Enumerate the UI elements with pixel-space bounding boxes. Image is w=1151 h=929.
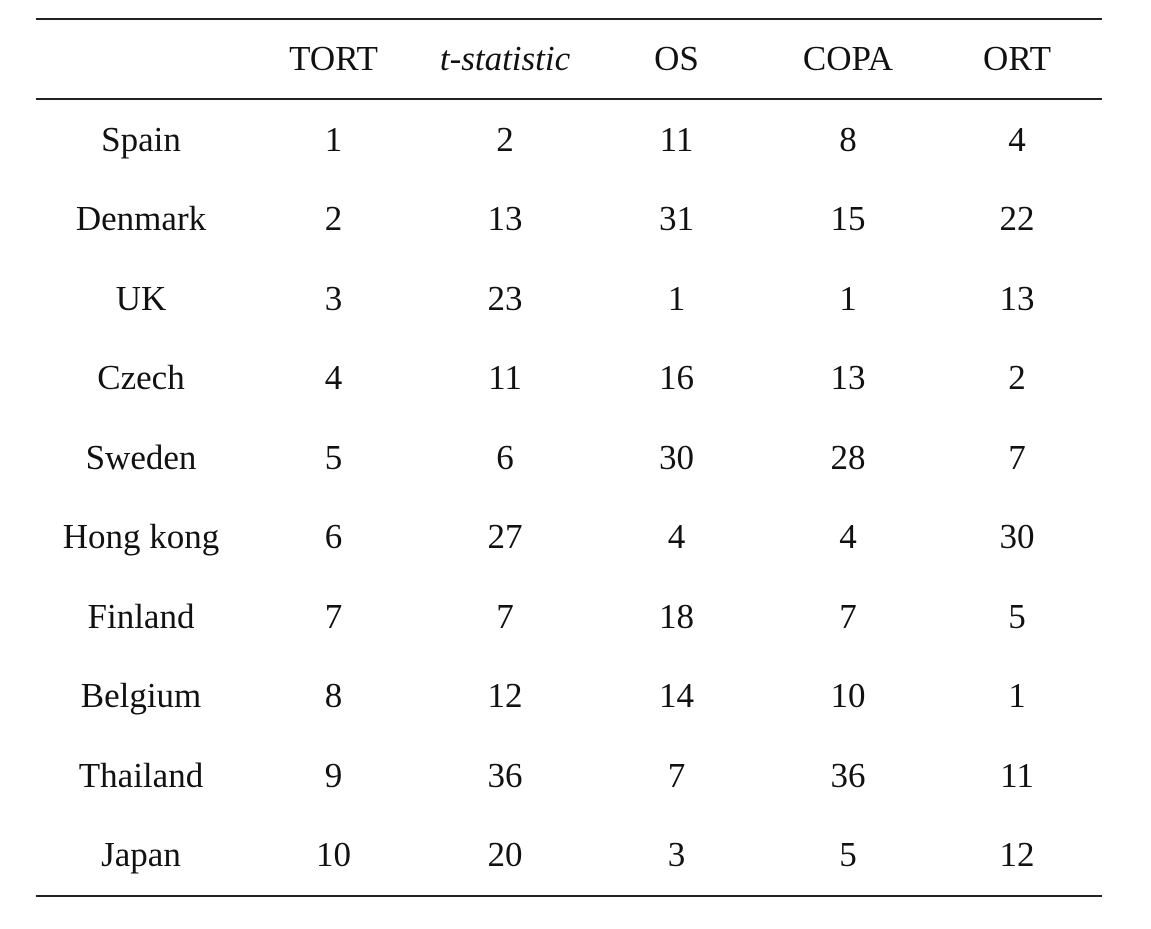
rank-cell: 7 — [1008, 437, 1026, 477]
country-cell: Belgium — [80, 676, 202, 716]
rank-cell: 13 — [830, 358, 866, 398]
rank-cell: 8 — [839, 119, 857, 159]
rank-cell: 12 — [487, 676, 523, 716]
rank-cell: 31 — [659, 199, 694, 239]
rank-cell: 5 — [1008, 596, 1026, 636]
country-cell: Denmark — [75, 199, 207, 239]
table-row: Thailand 9 36 7 36 11 — [36, 736, 1102, 816]
rank-cell: 10 — [830, 676, 866, 716]
rank-cell: 1 — [667, 278, 686, 318]
rank-cell: 2 — [1008, 358, 1026, 398]
rank-cell: 36 — [487, 755, 523, 795]
table-row: Japan 10 20 3 5 12 — [36, 816, 1102, 896]
rank-cell: 7 — [324, 596, 343, 636]
header-cell-t-statistic: t-statistic — [439, 39, 571, 78]
rank-cell: 23 — [487, 278, 523, 318]
country-cell: Japan — [101, 835, 181, 875]
rank-cell: 7 — [839, 596, 857, 636]
rank-cell: 7 — [496, 596, 514, 636]
rank-cell: 2 — [324, 199, 343, 239]
header-cell-os: OS — [654, 39, 699, 78]
rank-cell: 11 — [488, 358, 522, 398]
table-body: Spain 1 2 11 8 4 Denmark 2 13 31 15 22 UK 3 23 1 1 13 Czec… — [36, 99, 1102, 896]
ranking-table: TORT t-statistic OS COPA ORT Spain 1 2 11 8 4… — [36, 18, 1102, 897]
rank-cell: 3 — [667, 835, 686, 875]
rank-cell: 2 — [496, 119, 514, 159]
rank-cell: 5 — [839, 835, 857, 875]
table-row: Denmark 2 13 31 15 22 — [36, 180, 1102, 260]
country-cell: Spain — [101, 119, 181, 159]
header-cell-tort: TORT — [289, 39, 378, 78]
rank-cell: 10 — [316, 835, 351, 875]
rank-cell: 22 — [999, 199, 1035, 239]
table-row: Spain 1 2 11 8 4 — [36, 99, 1102, 180]
table-row: UK 3 23 1 1 13 — [36, 259, 1102, 339]
rank-cell: 7 — [667, 755, 686, 795]
rank-cell: 28 — [830, 437, 866, 477]
rank-cell: 12 — [999, 835, 1035, 875]
rank-cell: 11 — [1000, 755, 1034, 795]
rank-cell: 13 — [999, 278, 1035, 318]
rank-cell: 14 — [659, 676, 694, 716]
rank-cell: 13 — [487, 199, 523, 239]
rank-cell: 1 — [324, 119, 343, 159]
rank-cell: 4 — [839, 517, 857, 557]
country-cell: UK — [115, 278, 167, 318]
rank-cell: 1 — [839, 278, 857, 318]
rank-cell: 3 — [324, 278, 343, 318]
rank-cell: 4 — [667, 517, 686, 557]
rank-cell: 20 — [487, 835, 523, 875]
rank-cell: 1 — [1008, 676, 1026, 716]
rank-cell: 16 — [659, 358, 694, 398]
rank-cell: 15 — [830, 199, 866, 239]
rank-cell: 6 — [324, 517, 343, 557]
table-row: Hong kong 6 27 4 4 30 — [36, 498, 1102, 578]
rank-cell: 4 — [1008, 119, 1026, 159]
ranking-table-container: TORT t-statistic OS COPA ORT Spain 1 2 11 8 4… — [36, 18, 1102, 897]
country-cell: Sweden — [85, 437, 197, 477]
rank-cell: 6 — [496, 437, 514, 477]
country-cell: Finland — [87, 596, 195, 636]
rank-cell: 4 — [324, 358, 343, 398]
table-row: Finland 7 7 18 7 5 — [36, 577, 1102, 657]
country-cell: Thailand — [78, 755, 204, 795]
table-row: Sweden 5 6 30 28 7 — [36, 418, 1102, 498]
rank-cell: 30 — [999, 517, 1035, 557]
rank-cell: 27 — [487, 517, 523, 557]
country-cell: Hong kong — [62, 517, 220, 557]
rank-cell: 30 — [659, 437, 694, 477]
table-row: Belgium 8 12 14 10 1 — [36, 657, 1102, 737]
rank-cell: 9 — [324, 755, 343, 795]
header-cell-copa: COPA — [802, 39, 894, 78]
rank-cell: 18 — [659, 596, 694, 636]
rank-cell: 5 — [324, 437, 343, 477]
header-cell-country — [36, 19, 246, 99]
header-cell-ort: ORT — [983, 39, 1051, 78]
table-row: Czech 4 11 16 13 2 — [36, 339, 1102, 419]
rank-cell: 36 — [830, 755, 866, 795]
table-header: TORT t-statistic OS COPA ORT — [36, 19, 1102, 99]
rank-cell: 8 — [324, 676, 343, 716]
country-cell: Czech — [97, 358, 185, 398]
header-row: TORT t-statistic OS COPA ORT — [36, 19, 1102, 99]
rank-cell: 11 — [659, 119, 694, 159]
